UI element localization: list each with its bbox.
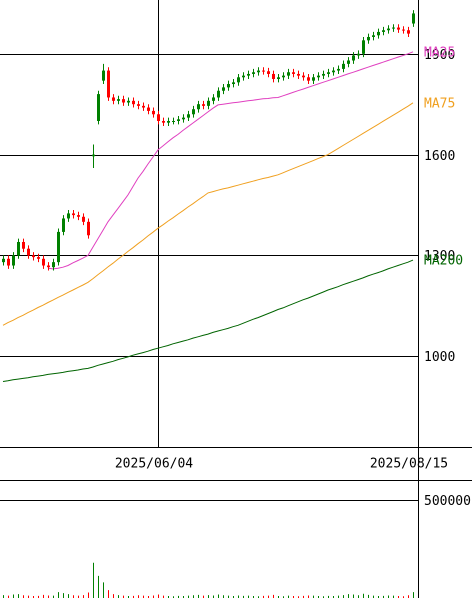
candle-body: [257, 70, 260, 73]
candle-body: [197, 104, 200, 110]
candle-body: [202, 104, 205, 106]
candle-body: [212, 97, 215, 101]
candle-body: [97, 94, 100, 121]
candle-body: [107, 70, 110, 98]
candle-body: [17, 241, 20, 256]
candle-body: [142, 105, 145, 108]
candle-body: [182, 117, 185, 120]
candle-body: [357, 53, 360, 56]
x-tick-label: 2025/06/04: [115, 457, 193, 472]
candle-body: [397, 27, 400, 30]
candle-body: [62, 218, 65, 232]
candle-body: [387, 28, 390, 31]
candle-body: [267, 71, 270, 74]
y-tick-label: 1900: [424, 48, 455, 63]
y-tick-label: 1000: [424, 350, 455, 365]
candle-body: [342, 63, 345, 69]
candle-body: [252, 72, 255, 74]
candle-body: [287, 72, 290, 76]
ma-line: [47, 51, 414, 270]
candle-body: [222, 87, 225, 91]
candle-body: [247, 73, 250, 76]
candle-body: [382, 30, 385, 32]
candle-body: [407, 30, 410, 34]
candle-body: [237, 77, 240, 83]
candle-body: [392, 27, 395, 29]
candle-body: [137, 104, 140, 106]
candle-body: [157, 114, 160, 121]
candle-body: [87, 221, 90, 236]
y-tick-label: 1600: [424, 149, 455, 164]
candle-body: [177, 119, 180, 121]
x-tick-label: 2025/08/15: [370, 457, 448, 472]
candle-body: [312, 77, 315, 81]
candle-body: [192, 109, 195, 115]
candle-body: [72, 213, 75, 216]
candle-body: [147, 107, 150, 111]
candle-body: [232, 82, 235, 85]
candle-body: [337, 68, 340, 71]
candle-body: [27, 248, 30, 256]
candle-body: [162, 120, 165, 123]
candle-body: [67, 213, 70, 219]
y-tick-label: 500000: [424, 494, 471, 509]
candle-body: [132, 100, 135, 105]
candle-body: [367, 36, 370, 41]
candle-body: [167, 120, 170, 123]
candle-body: [32, 255, 35, 258]
candle-body: [402, 29, 405, 31]
candle-body: [52, 262, 55, 268]
legend-label: MA200: [424, 254, 463, 269]
candle-body: [82, 216, 85, 222]
candle-body: [12, 255, 15, 266]
legend-label: MA25: [424, 45, 455, 60]
candle-body: [297, 73, 300, 76]
candle-body: [117, 99, 120, 101]
candle-body: [172, 120, 175, 122]
candle-body: [347, 60, 350, 64]
candle-body: [282, 75, 285, 78]
candle-body: [122, 99, 125, 103]
candle-body: [22, 241, 25, 249]
candle-body: [187, 114, 190, 118]
candle-body: [332, 70, 335, 73]
candle-body: [7, 258, 10, 266]
candle-body: [372, 35, 375, 37]
candle-body: [277, 77, 280, 79]
candle-body: [317, 75, 320, 78]
candle-body: [377, 31, 380, 36]
candle-body: [412, 13, 415, 24]
candle-body: [92, 154, 95, 157]
candle-body: [302, 75, 305, 78]
candle-body: [42, 258, 45, 266]
candle-body: [227, 84, 230, 88]
candle-body: [2, 258, 5, 263]
candle-body: [37, 257, 40, 259]
candle-body: [322, 73, 325, 76]
candle-body: [242, 75, 245, 78]
candle-body: [47, 265, 50, 268]
y-tick-label: 1300: [424, 249, 455, 264]
candle-body: [307, 77, 310, 81]
candle-body: [127, 100, 130, 103]
candle-body: [262, 70, 265, 72]
candle-body: [327, 72, 330, 74]
ma-line: [2, 102, 414, 326]
candle-body: [352, 55, 355, 61]
candle-body: [102, 70, 105, 81]
legend-label: MA75: [424, 96, 455, 111]
candle-body: [112, 97, 115, 101]
candle-body: [207, 100, 210, 106]
candle-body: [292, 72, 295, 74]
candle-body: [272, 73, 275, 79]
candle-body: [217, 90, 220, 98]
candle-body: [57, 231, 60, 263]
candle-body: [362, 40, 365, 54]
candle-body: [152, 110, 155, 115]
candle-body: [77, 215, 80, 217]
ma-line: [2, 259, 414, 382]
